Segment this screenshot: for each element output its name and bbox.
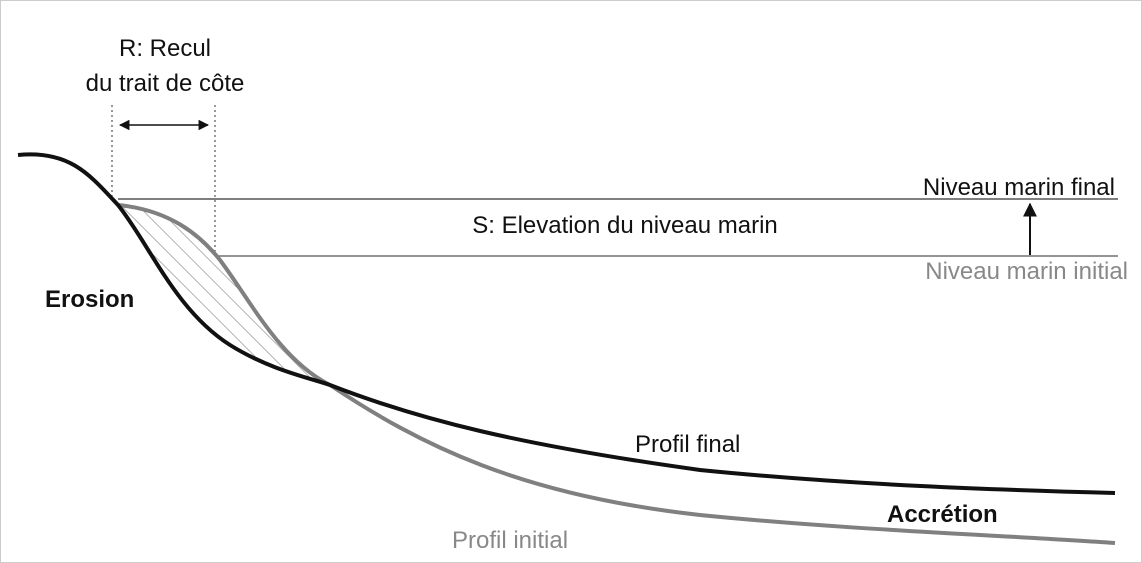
- label: Erosion: [45, 286, 134, 313]
- final-profile: [17, 152, 1116, 495]
- label: du trait de côte: [86, 70, 245, 97]
- erosion-area: [118, 205, 330, 385]
- initial-profile: [117, 203, 1116, 545]
- label: Niveau marin final: [923, 174, 1115, 201]
- label: Niveau marin initial: [925, 258, 1128, 285]
- label: Profil final: [635, 431, 740, 458]
- label: S: Elevation du niveau marin: [472, 212, 778, 239]
- label: R: Recul: [119, 35, 211, 62]
- label: Profil initial: [452, 527, 568, 554]
- label: Accrétion: [887, 501, 998, 528]
